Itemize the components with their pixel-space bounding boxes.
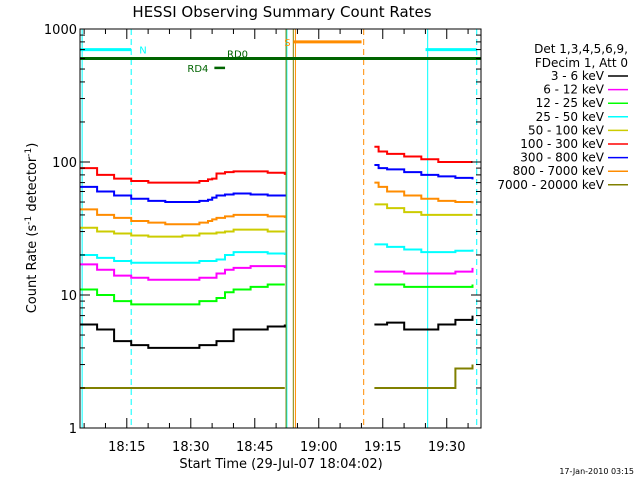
- plot-frame: [79, 28, 482, 429]
- series-1: [80, 263, 474, 281]
- legend-header-line-2: FDecim 1, Att 0: [535, 56, 628, 70]
- y-ticks-layer: 1 10 100 1000: [44, 23, 481, 437]
- y-axis-label-end: ): [25, 143, 40, 148]
- y-axis-label-mid: detector: [25, 156, 40, 216]
- footer-timestamp: 17-Jan-2010 03:15: [559, 467, 634, 476]
- y-tick-label-1: 10: [60, 289, 77, 304]
- series-line-5-seg-0: [80, 167, 286, 184]
- series-line-6-seg-0: [80, 185, 286, 203]
- y-axis-label-main: Count Rate (s: [25, 225, 40, 314]
- series-line-3-seg-1: [374, 243, 474, 254]
- series-line-3-seg-0: [80, 251, 286, 264]
- legend-label-8: 7000 - 20000 keV: [497, 178, 604, 192]
- annotation-label-rd4: RD4: [187, 64, 208, 75]
- x-tick-label-5: 19:30: [428, 440, 465, 455]
- y-axis-label: Count Rate (s-1 detector-1): [24, 143, 40, 314]
- series-line-1-seg-1: [374, 267, 474, 275]
- vertical-lines-layer: [81, 29, 478, 428]
- series-8: [80, 364, 474, 389]
- y-tick-label-3: 1000: [44, 23, 77, 38]
- y-axis-label-sup2: -1: [24, 148, 34, 157]
- x-tick-label-1: 18:30: [172, 440, 209, 455]
- series-0: [80, 315, 474, 349]
- legend-label-1: 6 - 12 keV: [543, 83, 605, 97]
- x-tick-label-3: 19:00: [300, 440, 337, 455]
- legend-label-4: 50 - 100 keV: [528, 123, 605, 137]
- legend-label-6: 300 - 800 keV: [520, 151, 604, 165]
- series-line-0-seg-1: [374, 315, 474, 331]
- series-2: [80, 283, 474, 306]
- x-axis-label: Start Time (29-Jul-07 18:04:02): [179, 457, 382, 472]
- series-line-4-seg-1: [374, 203, 473, 216]
- series-6: [80, 164, 474, 203]
- x-tick-label-0: 18:15: [108, 440, 145, 455]
- annotation-label-rd0: RD0: [227, 50, 248, 61]
- legend-label-7: 800 - 7000 keV: [513, 164, 605, 178]
- annotations-layer: N S RD0 RD4: [80, 38, 481, 75]
- series-line-2-seg-0: [80, 283, 285, 306]
- annotation-label-s: S: [284, 38, 290, 49]
- y-axis-label-sup1: -1: [24, 216, 34, 225]
- legend-label-2: 12 - 25 keV: [536, 96, 605, 110]
- chart-title: HESSI Observing Summary Count Rates: [132, 3, 431, 21]
- legend-label-0: 3 - 6 keV: [551, 69, 605, 83]
- series-line-5-seg-1: [374, 145, 473, 163]
- y-tick-label-2: 100: [52, 156, 77, 171]
- legend: Det 1,3,4,5,6,9, FDecim 1, Att 0 3 - 6 k…: [497, 42, 628, 192]
- y-tick-label-0: 1: [69, 422, 77, 437]
- x-ticks-layer: 18:15 18:30 18:45 19:00 19:15 19:30: [83, 29, 469, 455]
- series-line-4-seg-0: [80, 226, 285, 238]
- x-tick-label-2: 18:45: [236, 440, 273, 455]
- series-line-7-seg-0: [80, 208, 286, 226]
- series-line-7-seg-1: [374, 181, 474, 204]
- series-3: [80, 243, 474, 264]
- series-line-2-seg-1: [374, 283, 474, 288]
- series-layer: [80, 145, 474, 389]
- legend-header-line-1: Det 1,3,4,5,6,9,: [534, 42, 628, 56]
- series-4: [80, 203, 473, 238]
- series-line-1-seg-0: [80, 263, 286, 281]
- x-tick-label-4: 19:15: [364, 440, 401, 455]
- series-7: [80, 181, 474, 226]
- series-line-0-seg-0: [80, 323, 286, 349]
- legend-label-5: 100 - 300 keV: [520, 137, 604, 151]
- series-5: [80, 145, 473, 184]
- annotation-label-n: N: [139, 46, 146, 57]
- series-line-6-seg-1: [374, 164, 474, 180]
- legend-label-3: 25 - 50 keV: [536, 110, 605, 124]
- series-line-8-seg-1: [374, 364, 474, 389]
